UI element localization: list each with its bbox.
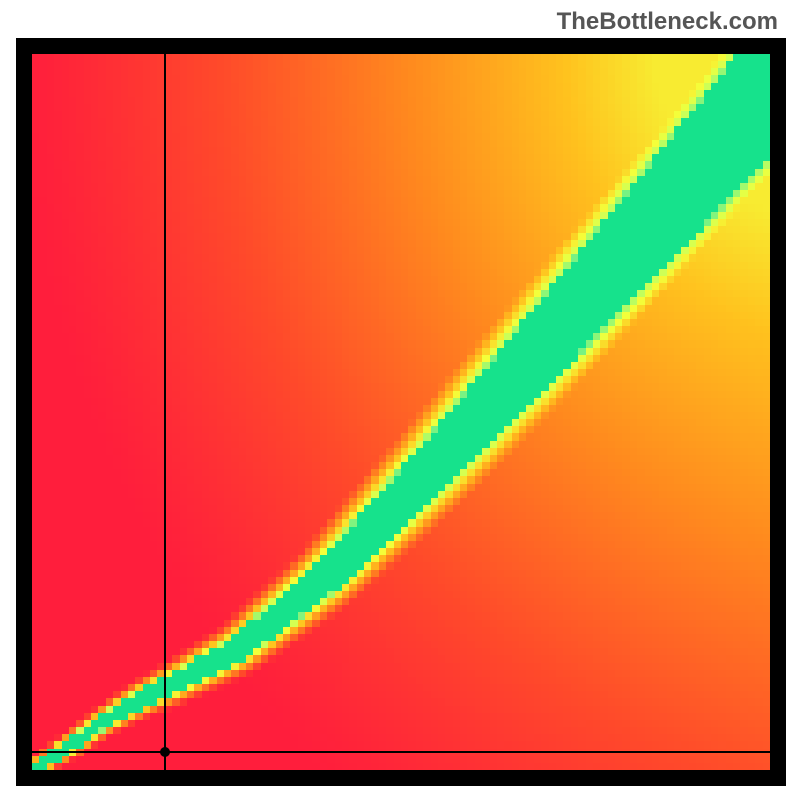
crosshair-vertical [164, 54, 166, 770]
heatmap-canvas [32, 54, 770, 770]
chart-outer-frame [16, 38, 786, 786]
crosshair-horizontal [32, 751, 770, 753]
crosshair-dot [160, 747, 170, 757]
attribution-text: TheBottleneck.com [557, 8, 778, 36]
